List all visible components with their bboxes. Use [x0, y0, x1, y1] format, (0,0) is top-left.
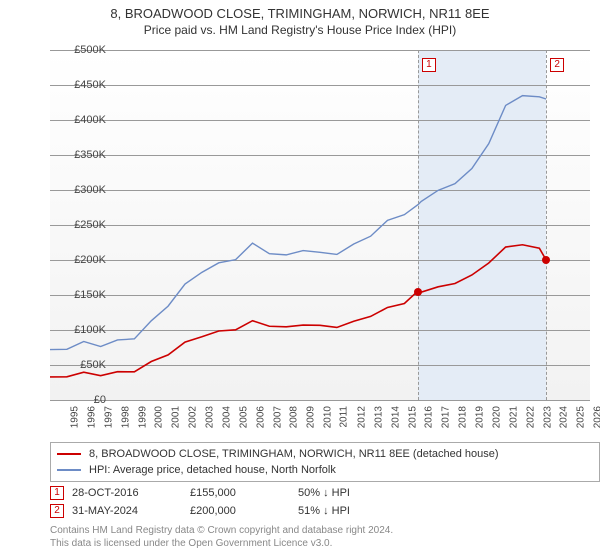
x-axis-label: 2014	[390, 406, 401, 428]
chart-lines	[50, 50, 590, 400]
sale-price: £155,000	[190, 487, 290, 499]
title-block: 8, BROADWOOD CLOSE, TRIMINGHAM, NORWICH,…	[0, 0, 600, 37]
y-axis-label: £400K	[60, 114, 106, 126]
legend: 8, BROADWOOD CLOSE, TRIMINGHAM, NORWICH,…	[50, 442, 600, 482]
sale-marker-line	[418, 50, 419, 400]
footer: Contains HM Land Registry data © Crown c…	[50, 524, 393, 550]
legend-swatch-property	[57, 453, 81, 455]
x-axis-label: 2007	[272, 406, 283, 428]
x-axis-label: 2008	[289, 406, 300, 428]
x-axis-label: 2004	[221, 406, 232, 428]
x-axis-label: 2018	[457, 406, 468, 428]
x-axis-label: 2013	[373, 406, 384, 428]
y-axis-label: £150K	[60, 289, 106, 301]
sale-dot	[542, 256, 550, 264]
x-axis-label: 2017	[441, 406, 452, 428]
x-axis-label: 2012	[356, 406, 367, 428]
chart-container: 8, BROADWOOD CLOSE, TRIMINGHAM, NORWICH,…	[0, 0, 600, 560]
page-title: 8, BROADWOOD CLOSE, TRIMINGHAM, NORWICH,…	[0, 6, 600, 21]
sale-marker-box: 1	[422, 58, 436, 72]
y-axis-label: £200K	[60, 254, 106, 266]
footer-line-1: Contains HM Land Registry data © Crown c…	[50, 524, 393, 537]
x-axis-label: 2000	[154, 406, 165, 428]
sales-row: 2 31-MAY-2024 £200,000 51% ↓ HPI	[50, 502, 588, 520]
x-axis-label: 2011	[339, 406, 350, 428]
y-axis-label: £100K	[60, 324, 106, 336]
plot-area: 12	[50, 50, 590, 400]
x-axis-label: 2003	[204, 406, 215, 428]
y-axis-label: £0	[60, 394, 106, 406]
sale-marker-line	[546, 50, 547, 400]
legend-item-property: 8, BROADWOOD CLOSE, TRIMINGHAM, NORWICH,…	[57, 446, 593, 462]
x-axis-label: 2016	[424, 406, 435, 428]
x-axis-label: 2021	[508, 406, 519, 428]
x-axis-label: 2026	[592, 406, 600, 428]
y-axis-label: £300K	[60, 184, 106, 196]
y-axis-label: £50K	[60, 359, 106, 371]
legend-label-property: 8, BROADWOOD CLOSE, TRIMINGHAM, NORWICH,…	[89, 448, 499, 460]
gridline	[50, 400, 590, 401]
sale-hpi-diff: 51% ↓ HPI	[298, 505, 398, 517]
y-axis-label: £350K	[60, 149, 106, 161]
x-axis-label: 1999	[137, 406, 148, 428]
x-axis-label: 2023	[542, 406, 553, 428]
sale-date: 31-MAY-2024	[72, 505, 182, 517]
x-axis-label: 2005	[238, 406, 249, 428]
x-axis-label: 2006	[255, 406, 266, 428]
sale-marker-number: 2	[50, 504, 64, 518]
sales-row: 1 28-OCT-2016 £155,000 50% ↓ HPI	[50, 484, 588, 502]
sale-hpi-diff: 50% ↓ HPI	[298, 487, 398, 499]
sale-dot	[414, 288, 422, 296]
x-axis-label: 2022	[525, 406, 536, 428]
x-axis-label: 1998	[120, 406, 131, 428]
sale-marker-box: 2	[550, 58, 564, 72]
series-line	[50, 96, 546, 350]
series-line	[50, 245, 546, 377]
page-subtitle: Price paid vs. HM Land Registry's House …	[0, 23, 600, 37]
x-axis-label: 2020	[491, 406, 502, 428]
x-axis-label: 2019	[474, 406, 485, 428]
x-axis-label: 2025	[576, 406, 587, 428]
legend-label-hpi: HPI: Average price, detached house, Nort…	[89, 464, 336, 476]
x-axis-label: 2001	[171, 406, 182, 428]
x-axis-label: 2010	[322, 406, 333, 428]
sale-marker-number: 1	[50, 486, 64, 500]
sale-date: 28-OCT-2016	[72, 487, 182, 499]
sale-price: £200,000	[190, 505, 290, 517]
x-axis-label: 2015	[407, 406, 418, 428]
legend-item-hpi: HPI: Average price, detached house, Nort…	[57, 462, 593, 478]
x-axis-label: 2009	[306, 406, 317, 428]
x-axis-label: 1996	[86, 406, 97, 428]
x-axis-label: 1997	[103, 406, 114, 428]
legend-swatch-hpi	[57, 469, 81, 471]
x-axis-label: 2024	[559, 406, 570, 428]
y-axis-label: £250K	[60, 219, 106, 231]
sales-table: 1 28-OCT-2016 £155,000 50% ↓ HPI 2 31-MA…	[50, 484, 588, 520]
x-axis-label: 1995	[69, 406, 80, 428]
x-axis-label: 2002	[187, 406, 198, 428]
footer-line-2: This data is licensed under the Open Gov…	[50, 537, 393, 550]
y-axis-label: £500K	[60, 44, 106, 56]
y-axis-label: £450K	[60, 79, 106, 91]
